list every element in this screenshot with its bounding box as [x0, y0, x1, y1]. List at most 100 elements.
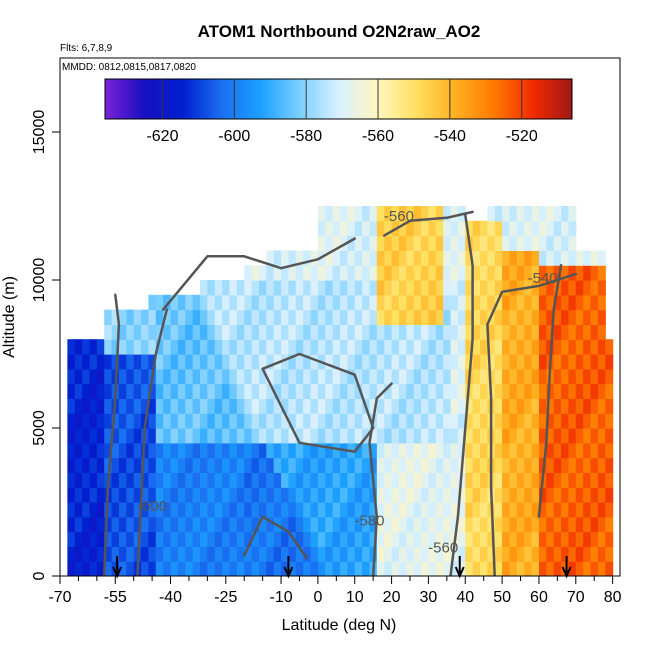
- heatmap-cell: [118, 368, 127, 385]
- heatmap-cell: [538, 383, 547, 399]
- heatmap-cell: [561, 413, 570, 429]
- heatmap-cell: [340, 502, 348, 518]
- heatmap-cell: [281, 368, 290, 385]
- heatmap-cell: [398, 516, 407, 533]
- heatmap-cell: [583, 368, 592, 385]
- heatmap-cell: [516, 487, 525, 503]
- heatmap-cell: [487, 531, 496, 547]
- heatmap-cell: [561, 354, 570, 370]
- heatmap-cell: [413, 398, 422, 414]
- heatmap-cell: [553, 457, 562, 473]
- heatmap-cell: [362, 561, 371, 576]
- heatmap-cell: [457, 368, 466, 385]
- heatmap-cell: [258, 309, 267, 325]
- heatmap-cell: [229, 561, 238, 576]
- heatmap-cell: [494, 516, 503, 533]
- heatmap-cell: [465, 324, 474, 340]
- heatmap-cell: [288, 265, 297, 281]
- heatmap-cell: [575, 368, 584, 385]
- heatmap-cell: [207, 383, 216, 399]
- heatmap-cell: [104, 413, 113, 429]
- heatmap-cell: [185, 502, 194, 518]
- heatmap-cell: [177, 457, 186, 473]
- heatmap-cell: [229, 309, 238, 325]
- heatmap-cell: [443, 383, 452, 399]
- heatmap-cell: [347, 502, 356, 518]
- heatmap-cell: [310, 531, 319, 547]
- heatmap-cell: [266, 516, 275, 533]
- heatmap-cell: [391, 516, 400, 533]
- heatmap-cell: [207, 502, 216, 518]
- heatmap-cell: [597, 472, 606, 488]
- heatmap-cell: [192, 502, 201, 518]
- heatmap-cell: [443, 502, 452, 518]
- heatmap-cell: [295, 502, 304, 518]
- heatmap-cell: [133, 457, 142, 473]
- heatmap-cell: [480, 531, 488, 547]
- heatmap-cell: [494, 309, 503, 325]
- heatmap-cell: [472, 428, 481, 444]
- heatmap-cell: [605, 561, 614, 576]
- heatmap-cell: [494, 531, 503, 547]
- heatmap-cell: [516, 531, 525, 547]
- heatmap-cell: [450, 487, 459, 503]
- heatmap-cell: [207, 398, 216, 414]
- heatmap-cell: [406, 265, 415, 281]
- heatmap-cell: [487, 235, 496, 251]
- heatmap-cell: [126, 368, 135, 385]
- x-tick-label: 50: [493, 589, 511, 606]
- heatmap-cell: [89, 561, 98, 576]
- heatmap-cell: [251, 383, 260, 399]
- heatmap-cell: [568, 413, 577, 429]
- heatmap-cell: [480, 487, 488, 503]
- heatmap-cell: [133, 339, 142, 355]
- heatmap-cell: [310, 368, 319, 385]
- heatmap-cell: [273, 442, 282, 459]
- heatmap-cell: [325, 516, 334, 533]
- heatmap-cell: [340, 265, 348, 281]
- heatmap-cell: [155, 546, 164, 562]
- heatmap-cell: [575, 413, 584, 429]
- heatmap-cell: [480, 294, 488, 311]
- heatmap-cell: [553, 472, 562, 488]
- heatmap-cell: [516, 472, 525, 488]
- heatmap-cell: [435, 280, 444, 296]
- heatmap-cell: [67, 487, 76, 503]
- heatmap-cell: [494, 428, 503, 444]
- colorbar-gradient: [104, 78, 573, 120]
- heatmap-cell: [597, 354, 606, 370]
- heatmap-cell: [376, 339, 385, 355]
- heatmap-cell: [443, 250, 452, 266]
- heatmap-cell: [435, 250, 444, 266]
- heatmap-cell: [258, 354, 267, 370]
- heatmap-cell: [398, 265, 407, 281]
- heatmap-cell: [583, 428, 592, 444]
- heatmap-cell: [340, 531, 348, 547]
- heatmap-cell: [502, 413, 511, 429]
- heatmap-cell: [531, 487, 540, 503]
- heatmap-cell: [480, 235, 488, 251]
- heatmap-cell: [561, 546, 570, 562]
- heatmap-cell: [546, 265, 555, 281]
- heatmap-cell: [126, 531, 135, 547]
- heatmap-cell: [413, 516, 422, 533]
- heatmap-cell: [104, 309, 113, 325]
- heatmap-cell: [421, 265, 430, 281]
- heatmap-cell: [317, 339, 326, 355]
- heatmap-cell: [561, 531, 570, 547]
- heatmap-cell: [310, 265, 319, 281]
- heatmap-cell: [590, 472, 599, 488]
- heatmap-cell: [244, 280, 253, 296]
- heatmap-cell: [96, 546, 105, 562]
- heatmap-cell: [67, 442, 76, 459]
- heatmap-cell: [104, 339, 113, 355]
- heatmap-cell: [465, 354, 474, 370]
- heatmap-cell: [148, 339, 157, 355]
- heatmap-cell: [531, 368, 540, 385]
- heatmap-cell: [185, 487, 194, 503]
- heatmap-cell: [317, 265, 326, 281]
- heatmap-cell: [288, 428, 297, 444]
- heatmap-cell: [104, 368, 113, 385]
- heatmap-cell: [538, 339, 547, 355]
